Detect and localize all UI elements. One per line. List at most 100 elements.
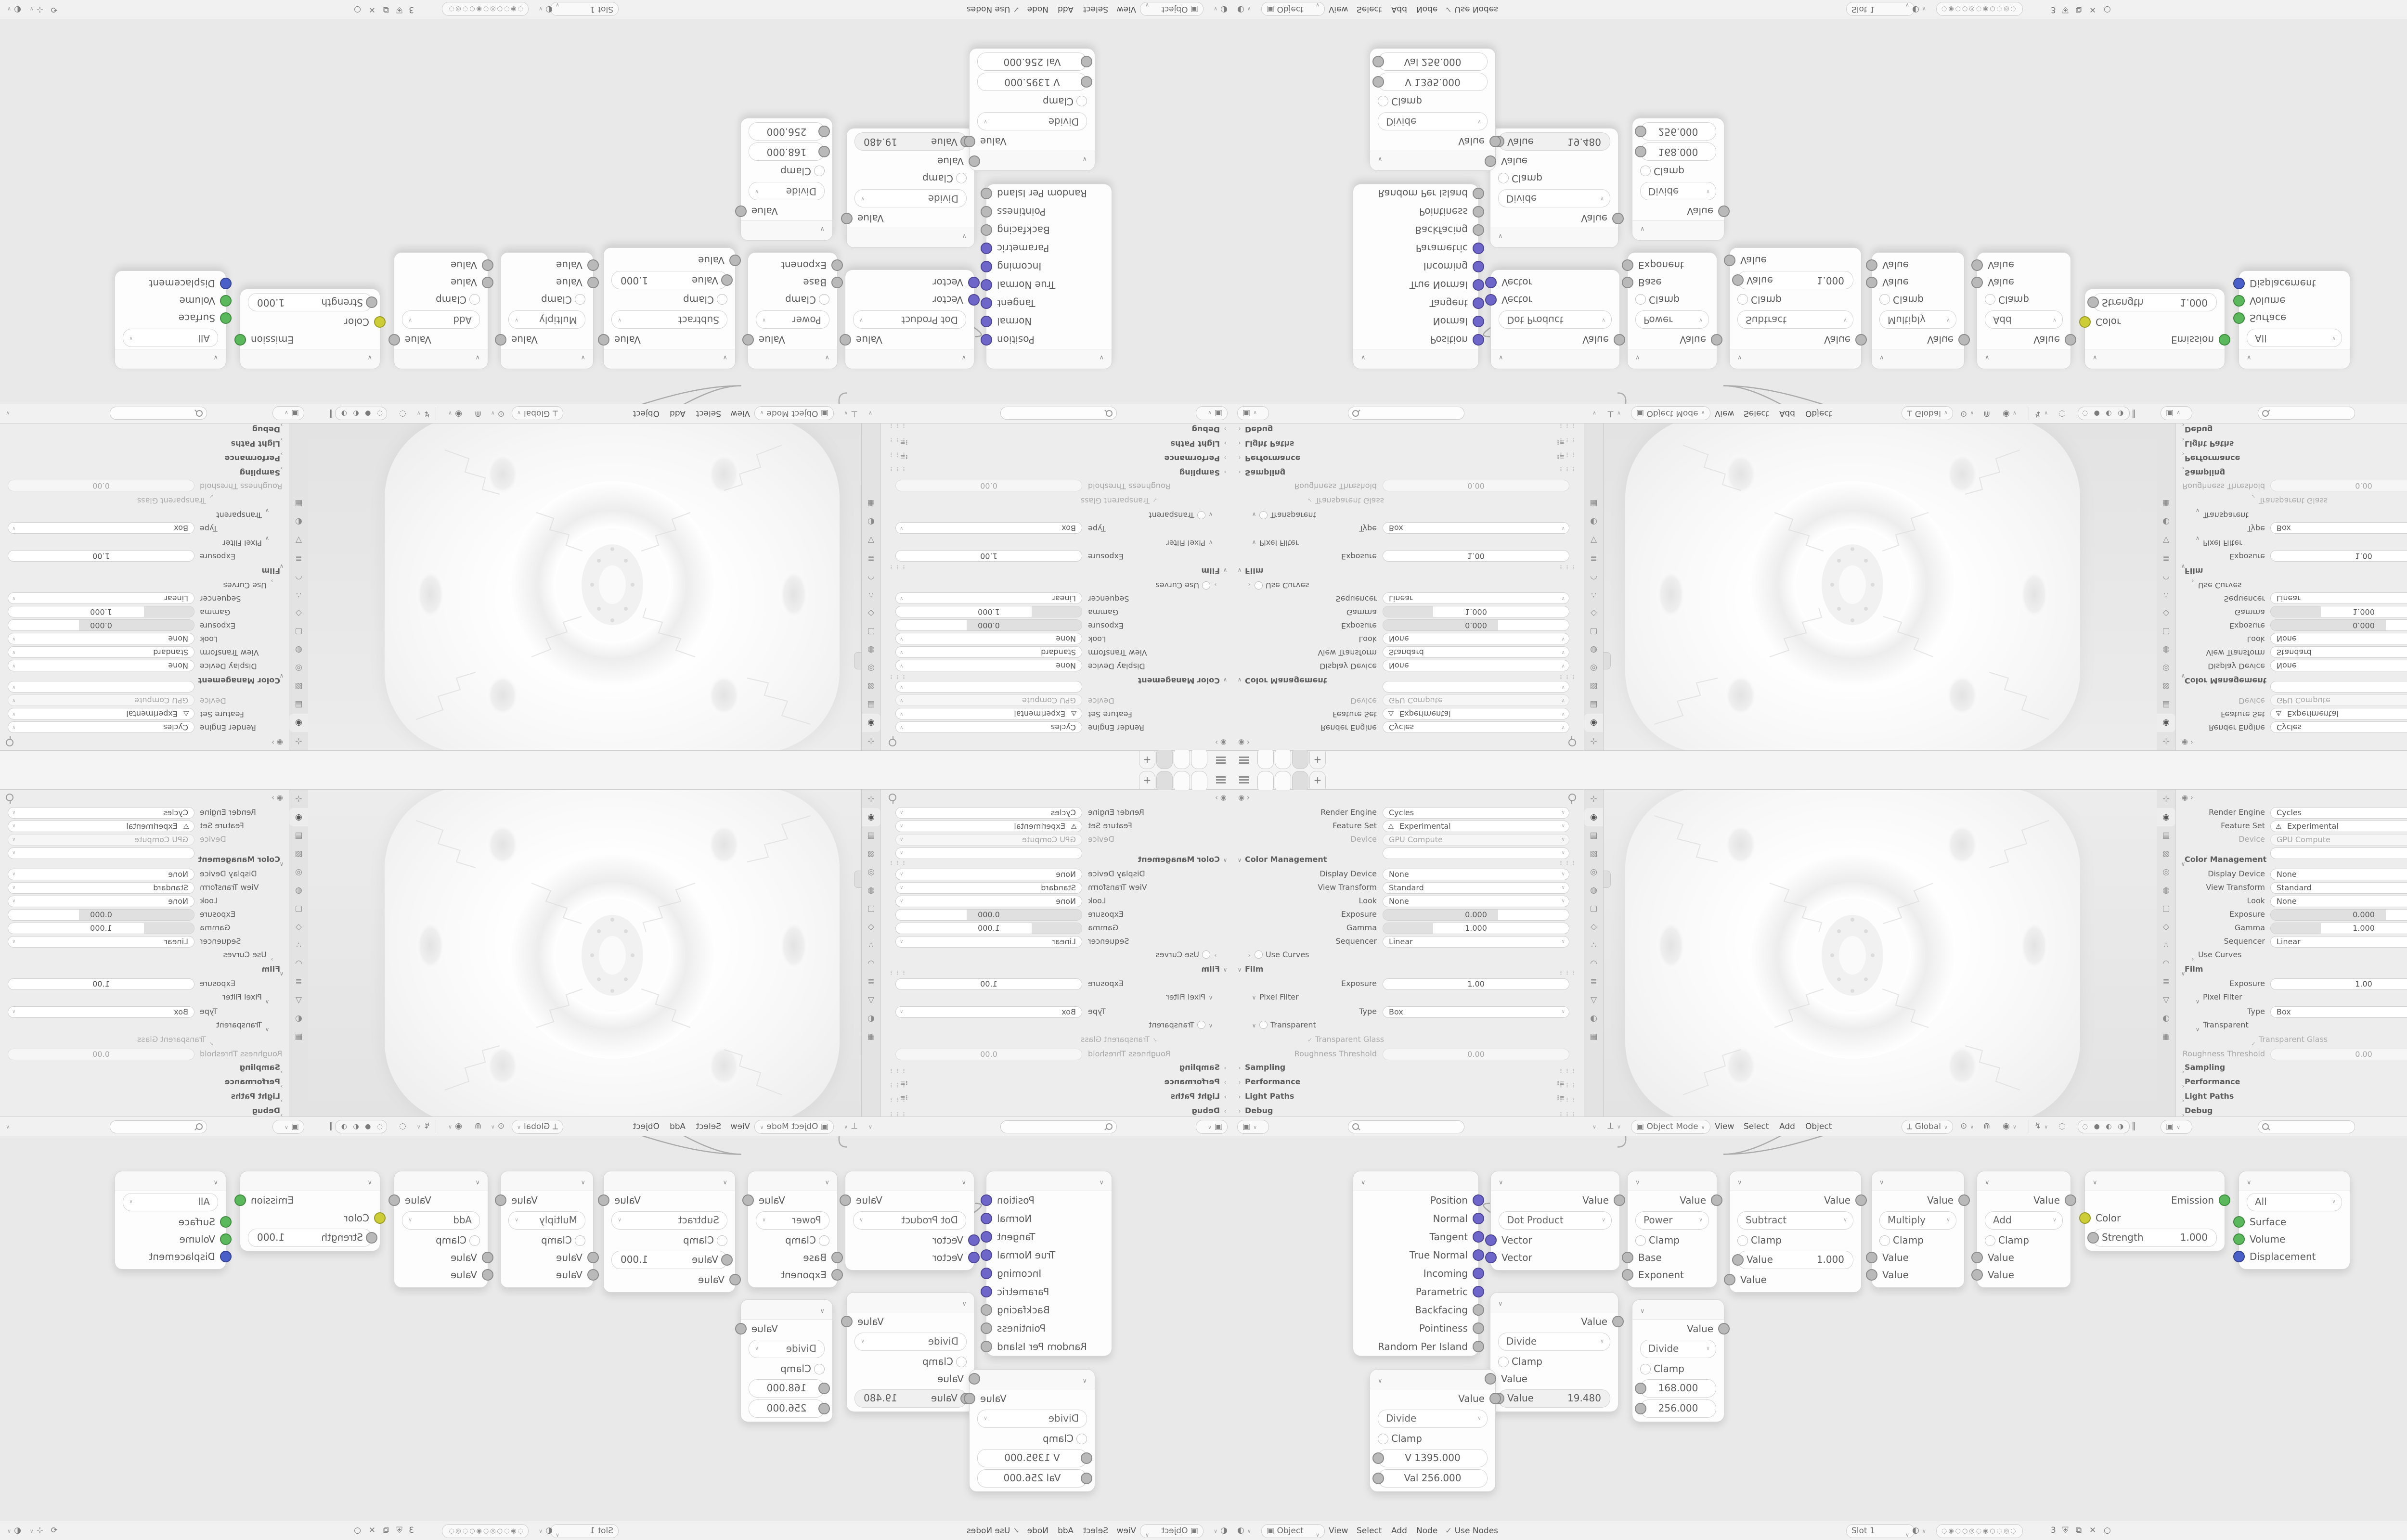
snap-magnet-icon[interactable]: ⋒ (474, 409, 481, 419)
modifiers-icon[interactable]: ◇ (867, 922, 875, 932)
scene-icon[interactable]: ◎ (2162, 867, 2170, 877)
node-emission[interactable]: ∨ Emission Color Strength 1.000 (234, 289, 386, 369)
view-layer-icon[interactable]: ▧ (867, 849, 875, 859)
modifiers-icon[interactable]: ◇ (1590, 922, 1597, 932)
target-dropdown[interactable]: All ∨ (123, 1193, 218, 1211)
socket[interactable] (598, 334, 609, 346)
property-widget[interactable]: 0.00 ∨ (1383, 1049, 1569, 1060)
data-icon[interactable]: ▽ (295, 995, 302, 1005)
texture-icon[interactable]: ▦ (867, 1032, 875, 1041)
socket[interactable] (1866, 1252, 1877, 1263)
menu-view[interactable]: View (730, 1122, 750, 1131)
particles-icon[interactable]: ∴ (1591, 940, 1596, 950)
disclosure-icon[interactable]: ✓ (1152, 1037, 1158, 1043)
clamp-checkbox[interactable]: Clamp (970, 1430, 1095, 1447)
property-widget[interactable]: None ∨ (8, 633, 194, 644)
socket[interactable] (2233, 278, 2245, 289)
operation-dropdown[interactable]: Divide ∨ (977, 112, 1087, 130)
particles-icon[interactable]: ∴ (2163, 590, 2169, 600)
overlay-dropdown[interactable]: ◐∨ (7, 5, 21, 14)
property-widget[interactable]: 1.000 ∨ (895, 923, 1082, 934)
texture-icon[interactable]: ▦ (2162, 1032, 2170, 1041)
texture-icon[interactable]: ▦ (2162, 499, 2170, 508)
node-math-divide[interactable]: ∨ Value Divide ∨ Clamp 168.000 256.000 (735, 118, 833, 241)
property-widget[interactable]: Box ∨ (1383, 522, 1569, 534)
node-math-power[interactable]: ∨ Value Power ∨ Clamp Base Exponent (1622, 252, 1722, 369)
operation-dropdown[interactable]: Add ∨ (1985, 1211, 2063, 1230)
socket[interactable] (1485, 1234, 1497, 1246)
property-widget[interactable]: None ∨ (895, 896, 1082, 907)
gizmo-toggle[interactable]: ↯∨ (416, 409, 430, 419)
property-widget[interactable]: None ∨ (2270, 869, 2407, 880)
value-field[interactable]: 168.000 (749, 1379, 830, 1398)
disclosure-icon[interactable]: › (2182, 1083, 2185, 1090)
operation-dropdown[interactable]: Divide ∨ (1640, 182, 1716, 200)
socket[interactable] (981, 297, 992, 309)
texture-icon[interactable]: ▦ (867, 499, 875, 508)
operation-dropdown[interactable]: Divide ∨ (854, 1333, 967, 1351)
particles-icon[interactable]: ∴ (868, 590, 874, 600)
material-preview-icon[interactable]: ◐∨ (539, 1526, 553, 1535)
property-widget[interactable]: 1.00 ∨ (8, 550, 194, 562)
node-math-subtract[interactable]: ∨ Value Subtract ∨ Clamp Value 1.000 Value (1724, 1171, 1867, 1293)
target-dropdown[interactable]: All ∨ (2247, 1193, 2342, 1211)
overlays-toggle[interactable]: ◌ (399, 409, 406, 419)
render-icon[interactable]: ◉ (862, 808, 880, 826)
menu-node[interactable]: Node (1027, 1526, 1048, 1536)
node-vector-math[interactable]: ∨ Value Dot Product ∨ Vector Vector (1485, 270, 1625, 369)
socket[interactable] (1473, 1322, 1484, 1334)
menu-select[interactable]: Select (1357, 4, 1382, 14)
snap-target-dropdown[interactable]: ⊙∨ (491, 409, 505, 419)
disclosure-icon[interactable]: › (1238, 1079, 1241, 1086)
menu-add[interactable]: Add (1779, 1122, 1795, 1131)
property-widget[interactable]: 0.00 ∨ (895, 1049, 1082, 1060)
fake-user-shield-icon[interactable]: ⛨ (396, 5, 402, 14)
editor-type-button[interactable]: ⊥∨ (1607, 1121, 1621, 1131)
socket[interactable] (1473, 1341, 1484, 1352)
tool-icon[interactable]: ⊹ (2162, 736, 2170, 746)
node-math-add[interactable]: ∨ Value Add ∨ Clamp Value Value (1971, 252, 2076, 369)
menu-view[interactable]: View (1116, 1526, 1136, 1536)
disclosure-icon[interactable]: ∨ (1237, 857, 1242, 863)
viewport-object[interactable] (1625, 790, 2080, 1116)
socket[interactable] (1473, 279, 1484, 291)
node-math-power[interactable]: ∨ Value Power ∨ Clamp Base Exponent (742, 252, 843, 369)
property-widget[interactable]: None ∨ (1383, 633, 1569, 644)
clamp-checkbox[interactable]: Clamp (604, 1232, 735, 1249)
viewport-object[interactable] (385, 424, 840, 750)
editor-type-button[interactable]: ◐∨ (1237, 5, 1251, 14)
pin-icon[interactable] (889, 794, 896, 801)
editor-type-button[interactable]: ⊥∨ (844, 409, 858, 419)
snap-target-dropdown[interactable]: ⊙∨ (1960, 409, 1974, 419)
editor-type-button[interactable]: ▣∨ (2161, 406, 2192, 420)
clamp-checkbox[interactable]: Clamp (394, 291, 488, 308)
node-math-add[interactable]: ∨ Value Add ∨ Clamp Value Value (1971, 1171, 2076, 1288)
socket[interactable] (1855, 1194, 1867, 1206)
operation-dropdown[interactable]: Divide ∨ (1640, 1340, 1716, 1358)
workspace-tab[interactable] (1174, 771, 1190, 791)
socket[interactable] (1614, 334, 1625, 346)
snap-element-dropdown[interactable]: ⊹∨ (29, 5, 43, 14)
data-icon[interactable]: ▽ (867, 995, 875, 1005)
property-widget[interactable]: None ∨ (1383, 896, 1569, 907)
socket[interactable] (374, 316, 386, 328)
drag-handle-icon[interactable]: ⋮⋮⋮ (1558, 1068, 1577, 1074)
property-widget[interactable]: Linear ∨ (8, 592, 194, 604)
workspace-tab[interactable] (1257, 749, 1274, 769)
material-icon[interactable]: ◐ (2162, 517, 2170, 526)
node-emission[interactable]: ∨ Emission Color Strength 1.000 (2079, 289, 2230, 369)
operation-dropdown[interactable]: Power ∨ (1635, 1211, 1709, 1230)
disclosure-icon[interactable]: ∨ (1237, 966, 1242, 973)
disclosure-icon[interactable]: › (1238, 440, 1241, 447)
workspace-tab[interactable] (1275, 771, 1291, 791)
disclosure-icon[interactable]: › (2182, 1112, 2185, 1116)
3d-viewport[interactable] (307, 424, 862, 750)
property-widget[interactable]: Linear ∨ (895, 936, 1082, 948)
socket[interactable] (1473, 1286, 1484, 1297)
material-id-row[interactable]: ◌◉◌○◎◌◉○◌◎◌ (442, 2, 529, 16)
socket[interactable] (964, 136, 975, 147)
socket[interactable] (1485, 1252, 1497, 1263)
scene-icon[interactable]: ◎ (295, 663, 302, 673)
shading-mode-group[interactable]: ◌ ● ◐ ◑ (2078, 407, 2130, 420)
proportional-editing-dropdown[interactable]: ◉∨ (2003, 409, 2017, 419)
